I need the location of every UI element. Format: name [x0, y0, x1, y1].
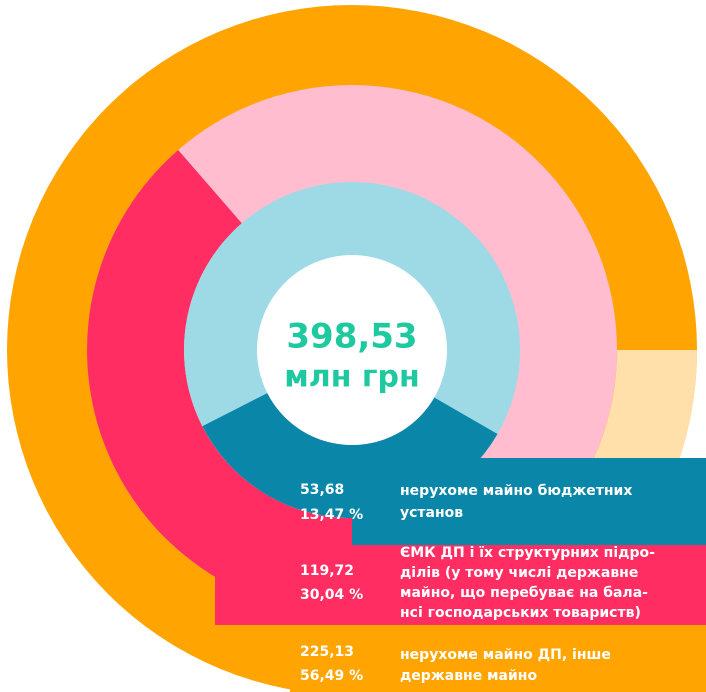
- item-label: нерухоме майно ДП, інше: [400, 647, 611, 663]
- center-unit: млн грн: [284, 360, 420, 395]
- item-label: установ: [400, 505, 463, 521]
- middle-ring-segment: [87, 150, 352, 616]
- orange-band: [290, 625, 706, 692]
- item-value: 53,68: [300, 482, 344, 498]
- item-label: нсі господарських товариств): [400, 605, 641, 621]
- item-label: ЄМК ДП і їх структурних підро-: [400, 545, 655, 561]
- outer-ring-rest: [594, 350, 697, 491]
- item-label: майно, що перебуває на бала-: [400, 585, 648, 601]
- item-label: ділів (у тому числі державне: [400, 565, 638, 581]
- item-percent: 13,47 %: [300, 507, 363, 523]
- red-band: [215, 545, 706, 625]
- item-value: 119,72: [300, 563, 354, 579]
- item-value: 225,13: [300, 644, 354, 660]
- blue-band: [352, 458, 706, 545]
- item-label: державне майно: [400, 668, 537, 684]
- center-hole: [257, 255, 447, 445]
- item-percent: 30,04 %: [300, 587, 363, 603]
- item-label: нерухоме майно бюджетних: [400, 483, 632, 499]
- center-value: 398,53: [286, 317, 417, 357]
- item-percent: 56,49 %: [300, 668, 363, 684]
